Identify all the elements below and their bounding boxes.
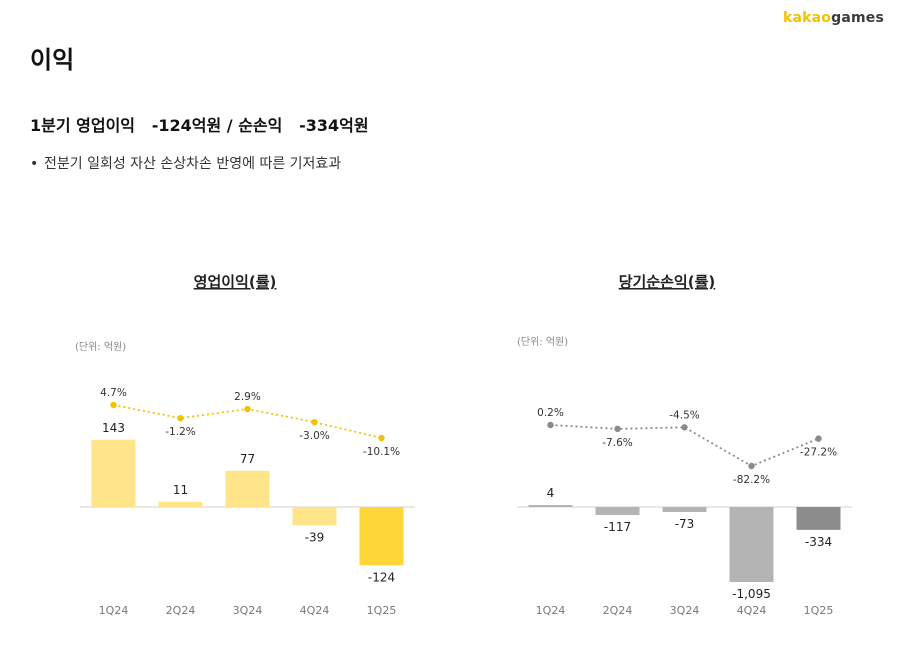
x-tick-2Q24: 2Q24 — [166, 604, 196, 617]
net-income-chart: 당기순손익(률) (단위: 억원) 4 1Q24 -117 2Q24 -73 3Q24 -1,0… — [497, 260, 877, 640]
margin-point-1Q25 — [378, 434, 385, 442]
unit-label: (단위: 억원) — [75, 340, 126, 353]
margin-line — [550, 424, 819, 467]
bullet-text: 전분기 일회성 자산 손상차손 반영에 따른 기저효과 — [44, 156, 342, 172]
net-income-chart-svg: 당기순손익(률) (단위: 억원) 4 1Q24 -117 2Q24 -73 3Q24 -1,0… — [517, 273, 852, 617]
margin-label-1Q24: 0.2% — [537, 407, 564, 419]
bar-1Q25 — [359, 507, 404, 566]
margin-label-4Q24: -3.0% — [299, 430, 329, 442]
bullet-point: • 전분기 일회성 자산 손상차손 반영에 따른 기저효과 — [30, 153, 341, 173]
value-label-3Q24: -73 — [675, 517, 695, 531]
x-tick-4Q24: 4Q24 — [737, 604, 767, 617]
chart-title: 영업이익(률) — [194, 273, 277, 291]
value-label-1Q25: -124 — [368, 570, 395, 584]
margin-label-1Q24: 4.7% — [100, 387, 127, 399]
x-tick-2Q24: 2Q24 — [603, 604, 633, 617]
margin-label-3Q24: -4.5% — [669, 409, 699, 421]
margin-point-1Q24 — [547, 421, 554, 429]
bar-3Q24 — [225, 470, 270, 507]
margin-point-4Q24 — [311, 418, 318, 426]
value-label-4Q24: -39 — [305, 530, 325, 544]
bar-1Q25 — [796, 507, 841, 530]
bullet-marker: • — [30, 156, 39, 172]
value-label-4Q24: -1,095 — [732, 587, 771, 601]
bar-1Q24 — [528, 505, 573, 507]
value-label-2Q24: 11 — [173, 483, 188, 497]
bar-2Q24 — [158, 501, 203, 507]
bar-1Q24 — [91, 439, 136, 507]
page-title: 이익 — [30, 46, 75, 74]
bar-2Q24 — [595, 507, 640, 516]
unit-label: (단위: 억원) — [517, 335, 568, 348]
value-label-1Q25: -334 — [805, 535, 832, 549]
margin-point-2Q24 — [177, 414, 184, 422]
x-tick-3Q24: 3Q24 — [233, 604, 263, 617]
x-tick-1Q24: 1Q24 — [99, 604, 129, 617]
chart-title: 당기순손익(률) — [619, 273, 716, 291]
kakaogames-logo: kakaogames — [782, 10, 884, 26]
x-tick-1Q25: 1Q25 — [804, 604, 834, 617]
margin-point-3Q24 — [681, 424, 688, 431]
bar-4Q24 — [292, 507, 337, 526]
margin-label-1Q25: -27.2% — [800, 447, 837, 459]
margin-point-2Q24 — [614, 425, 621, 433]
margin-label-2Q24: -7.6% — [602, 437, 632, 449]
margin-label-1Q25: -10.1% — [363, 446, 400, 458]
margin-label-3Q24: 2.9% — [234, 391, 261, 403]
value-label-1Q24: 4 — [547, 486, 555, 500]
margin-label-2Q24: -1.2% — [165, 426, 195, 438]
margin-point-4Q24 — [748, 462, 755, 470]
x-tick-1Q24: 1Q24 — [536, 604, 566, 617]
x-tick-3Q24: 3Q24 — [670, 604, 700, 617]
operating-profit-chart-svg: 영업이익(률) (단위: 억원) 143 1Q24 11 2Q24 77 3Q24 -39 4Q2… — [75, 273, 415, 617]
operating-profit-chart: 영업이익(률) (단위: 억원) 143 1Q24 11 2Q24 77 3Q24 -39 4Q2… — [60, 260, 440, 640]
margin-label-4Q24: -82.2% — [733, 474, 770, 486]
bar-3Q24 — [662, 507, 707, 513]
value-label-3Q24: 77 — [240, 452, 255, 466]
margin-point-1Q24 — [110, 401, 117, 409]
x-tick-1Q25: 1Q25 — [367, 604, 397, 617]
headline: 1분기 영업이익 -124억원 / 순손익 -334억원 — [30, 116, 369, 135]
value-label-1Q24: 143 — [102, 421, 125, 435]
margin-point-1Q25 — [815, 435, 822, 442]
bar-4Q24 — [729, 507, 774, 583]
margin-point-3Q24 — [244, 405, 251, 413]
x-tick-4Q24: 4Q24 — [300, 604, 330, 617]
value-label-2Q24: -117 — [604, 520, 631, 534]
